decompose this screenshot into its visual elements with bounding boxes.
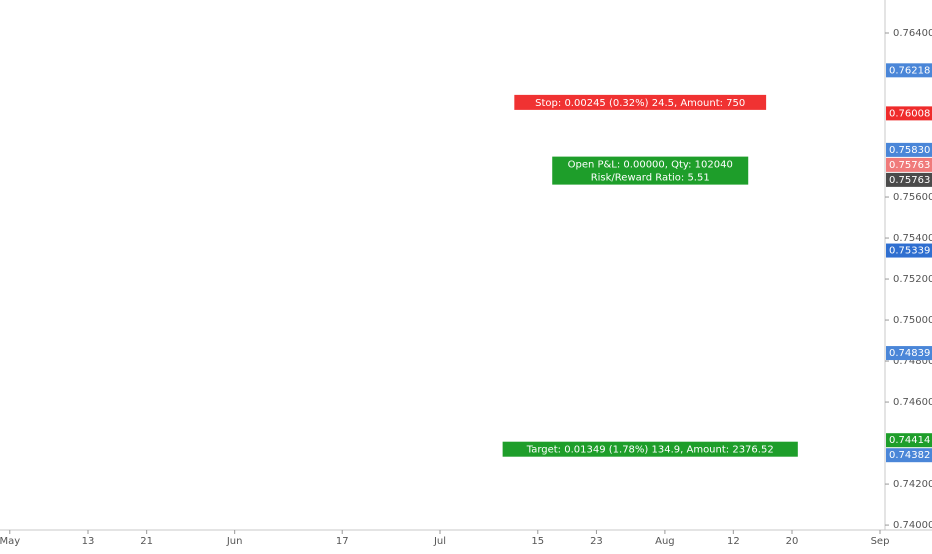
price-tag xyxy=(886,448,932,463)
y-tick-label: 0.76400 xyxy=(893,28,932,39)
pnl-label-box xyxy=(552,156,749,185)
axes: 0.76400 0.75600 0.75400 0.75200 0.75000 0.748… xyxy=(0,28,932,547)
price-tag xyxy=(886,243,932,258)
price-tag-label: 0.75763 xyxy=(889,175,930,186)
x-tick-label: 21 xyxy=(140,536,153,547)
price-tag-label: 0.76008 xyxy=(889,108,930,119)
price-tag-label: 0.75830 xyxy=(889,145,930,156)
price-tag xyxy=(886,63,932,78)
y-tick-label: 0.74000 xyxy=(893,520,932,531)
price-tag xyxy=(886,157,932,172)
stop-label: Stop: 0.00245 (0.32%) 24.5, Amount: 750 xyxy=(535,98,745,109)
price-tag-label: 0.74414 xyxy=(889,435,930,446)
x-tick-label: 17 xyxy=(336,536,349,547)
y-tick-label: 0.75000 xyxy=(893,315,932,326)
x-tick-label: 12 xyxy=(727,536,740,547)
overlay-labels: Stop: 0.00245 (0.32%) 24.5, Amount: 750 O… xyxy=(502,63,932,463)
price-tag xyxy=(886,346,932,361)
x-tick-label: 15 xyxy=(531,536,544,547)
price-tag-label: 0.75763 xyxy=(889,160,930,171)
price-tag xyxy=(886,172,932,187)
pnl-label: Open P&L: 0.00000, Qty: 102040 xyxy=(568,160,733,171)
price-tag-label: 0.75339 xyxy=(889,246,930,257)
price-tag xyxy=(886,106,932,121)
y-tick-label: 0.75400 xyxy=(893,233,932,244)
stop-label-box xyxy=(514,94,767,110)
x-tick-label: 13 xyxy=(82,536,95,547)
x-tick-label: 20 xyxy=(786,536,799,547)
x-tick-label: May xyxy=(0,536,20,547)
target-label-box xyxy=(502,441,798,457)
y-tick-label: 0.74200 xyxy=(893,479,932,490)
y-tick-label: 0.74600 xyxy=(893,397,932,408)
price-tag-label: 0.76218 xyxy=(889,65,930,76)
price-tag-label: 0.74382 xyxy=(889,450,930,461)
x-tick-label: 23 xyxy=(590,536,603,547)
x-tick-label: Sep xyxy=(871,536,890,547)
y-tick-label: 0.74800 xyxy=(893,356,932,367)
x-tick-label: Aug xyxy=(655,536,675,547)
x-tick-label: Jun xyxy=(226,536,243,547)
price-tag xyxy=(886,142,932,157)
pnl-label: Risk/Reward Ratio: 5.51 xyxy=(591,173,710,184)
y-tick-label: 0.75600 xyxy=(893,192,932,203)
target-label: Target: 0.01349 (1.78%) 134.9, Amount: 2… xyxy=(526,445,774,456)
x-tick-label: Jul xyxy=(433,536,446,547)
y-tick-label: 0.75200 xyxy=(893,274,932,285)
price-tag xyxy=(886,433,932,448)
price-tag-label: 0.74839 xyxy=(889,348,930,359)
